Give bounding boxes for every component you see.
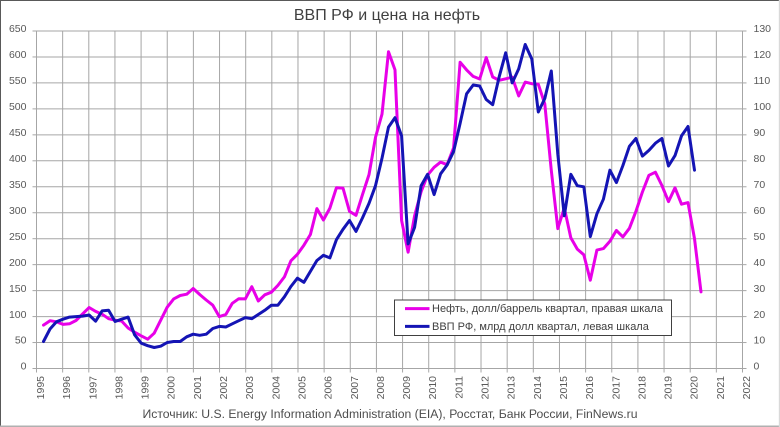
svg-text:0: 0 [754,361,760,373]
svg-text:150: 150 [9,283,27,295]
svg-text:40: 40 [754,257,766,269]
svg-text:2020: 2020 [689,376,701,400]
svg-text:2018: 2018 [636,376,648,400]
svg-text:20: 20 [754,309,766,321]
svg-text:130: 130 [754,23,772,35]
svg-text:60: 60 [754,205,766,217]
svg-text:1998: 1998 [113,376,125,400]
svg-text:2004: 2004 [270,376,282,400]
svg-text:650: 650 [9,23,27,35]
svg-text:Нефть, долл/баррель квартал, п: Нефть, долл/баррель квартал, правая шкал… [432,303,664,315]
svg-text:ВВП РФ, млрд долл квартал, лев: ВВП РФ, млрд долл квартал, левая шкала [432,321,650,333]
svg-text:2016: 2016 [584,376,596,400]
svg-text:100: 100 [9,309,27,321]
svg-text:100: 100 [754,101,772,113]
svg-text:2013: 2013 [506,376,518,400]
svg-text:Источник: U.S. Energy Informat: Источник: U.S. Energy Information Admini… [142,407,637,421]
svg-text:1999: 1999 [140,376,152,400]
svg-text:2021: 2021 [715,376,727,400]
svg-text:110: 110 [754,75,771,87]
svg-text:ВВП РФ и цена на нефть: ВВП РФ и цена на нефть [294,7,480,24]
svg-text:450: 450 [9,127,27,139]
svg-text:2014: 2014 [532,376,544,400]
svg-text:2007: 2007 [349,376,361,400]
svg-text:1995: 1995 [35,376,47,400]
svg-text:300: 300 [9,205,27,217]
svg-text:1996: 1996 [61,376,73,400]
svg-text:2005: 2005 [296,376,308,400]
svg-text:80: 80 [754,153,766,165]
svg-text:70: 70 [754,179,766,191]
svg-text:600: 600 [9,49,27,61]
svg-text:2008: 2008 [375,376,387,400]
svg-text:500: 500 [9,101,27,113]
svg-text:400: 400 [9,153,27,165]
svg-text:0: 0 [21,361,27,373]
svg-text:2003: 2003 [244,376,256,400]
svg-text:2002: 2002 [218,376,230,400]
svg-text:550: 550 [9,75,27,87]
svg-text:2011: 2011 [453,376,465,399]
svg-text:2009: 2009 [401,376,413,400]
svg-text:250: 250 [9,231,27,243]
svg-text:50: 50 [15,335,27,347]
svg-text:90: 90 [754,127,766,139]
svg-text:2015: 2015 [558,376,570,400]
svg-text:50: 50 [754,231,766,243]
svg-text:10: 10 [754,335,766,347]
svg-text:350: 350 [9,179,27,191]
svg-text:30: 30 [754,283,766,295]
svg-text:2012: 2012 [480,376,492,400]
svg-text:120: 120 [754,49,772,61]
svg-text:2017: 2017 [610,376,622,400]
svg-text:1997: 1997 [87,376,99,400]
svg-text:2001: 2001 [192,376,204,400]
svg-text:2000: 2000 [166,376,178,400]
svg-text:2006: 2006 [323,376,335,400]
svg-text:2019: 2019 [663,376,675,400]
svg-text:200: 200 [9,257,27,269]
svg-text:2010: 2010 [427,376,439,400]
svg-text:2022: 2022 [741,376,753,400]
